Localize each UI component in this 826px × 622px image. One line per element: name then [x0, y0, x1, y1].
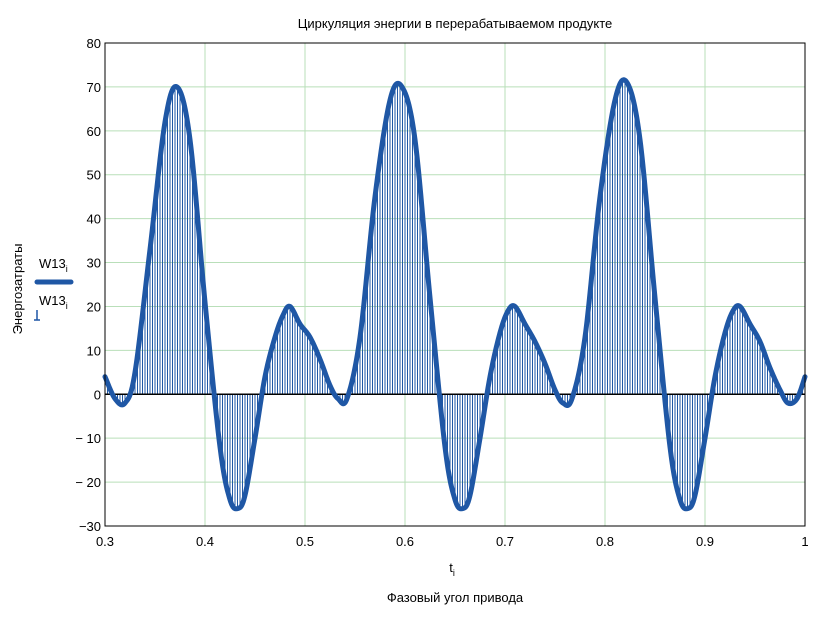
legend-label-stem: W13i [39, 293, 68, 311]
stem-series [104, 80, 806, 509]
legend-stem-name: W13 [39, 293, 66, 308]
y-tick-label: 30 [87, 256, 101, 271]
chart-title: Циркуляция энергии в перерабатываемом пр… [298, 16, 613, 31]
y-tick-label: − 10 [75, 431, 101, 446]
x-tick-label: 0.6 [396, 534, 414, 549]
legend-swatch-stem [34, 310, 40, 321]
series-line-w13 [102, 77, 808, 512]
x-tick-label: 0.9 [696, 534, 714, 549]
line-series [102, 77, 808, 512]
y-tick-label: 20 [87, 299, 101, 314]
legend-label-line: W13i [39, 256, 68, 274]
y-axis-title: Энергозатраты [10, 244, 25, 335]
y-tick-label: − 20 [75, 475, 101, 490]
legend-stem-subscript: i [66, 301, 68, 311]
legend: W13i W13i [34, 256, 74, 321]
y-tick-label: 80 [87, 36, 101, 51]
x-tick-label: 0.3 [96, 534, 114, 549]
y-tick-label: −30 [79, 519, 101, 534]
y-tick-label: 40 [87, 212, 101, 227]
legend-line-name: W13 [39, 256, 66, 271]
y-tick-label: 50 [87, 168, 101, 183]
legend-line-subscript: i [66, 264, 68, 274]
tick-labels: 0.3 0.4 0.5 0.6 0.7 0.8 0.9 1 −30 − 20 − 10 0 10 20 30… [75, 36, 808, 549]
y-tick-label: 70 [87, 80, 101, 95]
x-variable-subscript: i [453, 568, 455, 578]
x-variable-name: t [449, 560, 453, 575]
y-tick-label: 60 [87, 124, 101, 139]
x-tick-label: 1 [801, 534, 808, 549]
x-axis-title: Фазовый угол привода [387, 590, 524, 605]
x-tick-label: 0.8 [596, 534, 614, 549]
plot-frame [104, 42, 806, 527]
y-tick-label: 0 [94, 387, 101, 402]
x-tick-label: 0.4 [196, 534, 214, 549]
x-variable-label: ti [449, 560, 455, 578]
y-tick-label: 10 [87, 343, 101, 358]
x-tick-label: 0.5 [296, 534, 314, 549]
x-tick-label: 0.7 [496, 534, 514, 549]
